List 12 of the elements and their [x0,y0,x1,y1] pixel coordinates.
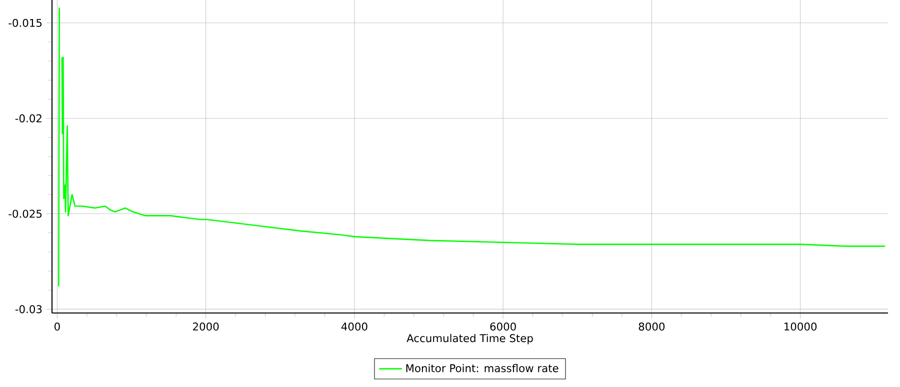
x-tick-label: 4000 [341,322,368,331]
x-tick-label: 10000 [784,322,817,331]
y-tick-label: -0.025 [8,210,42,218]
y-tick-label: -0.015 [8,18,42,27]
y-tick-label: -0.03 [15,305,42,314]
legend-label: Monitor Point: massflow rate [406,364,558,372]
x-tick-label: 6000 [490,322,516,331]
x-tick-label: 2000 [193,322,219,331]
y-tick-label: -0.02 [15,114,42,122]
x-axis-title: Accumulated Time Step [406,334,533,344]
x-tick-label: 8000 [638,322,665,331]
x-tick-label: 0 [54,322,60,331]
